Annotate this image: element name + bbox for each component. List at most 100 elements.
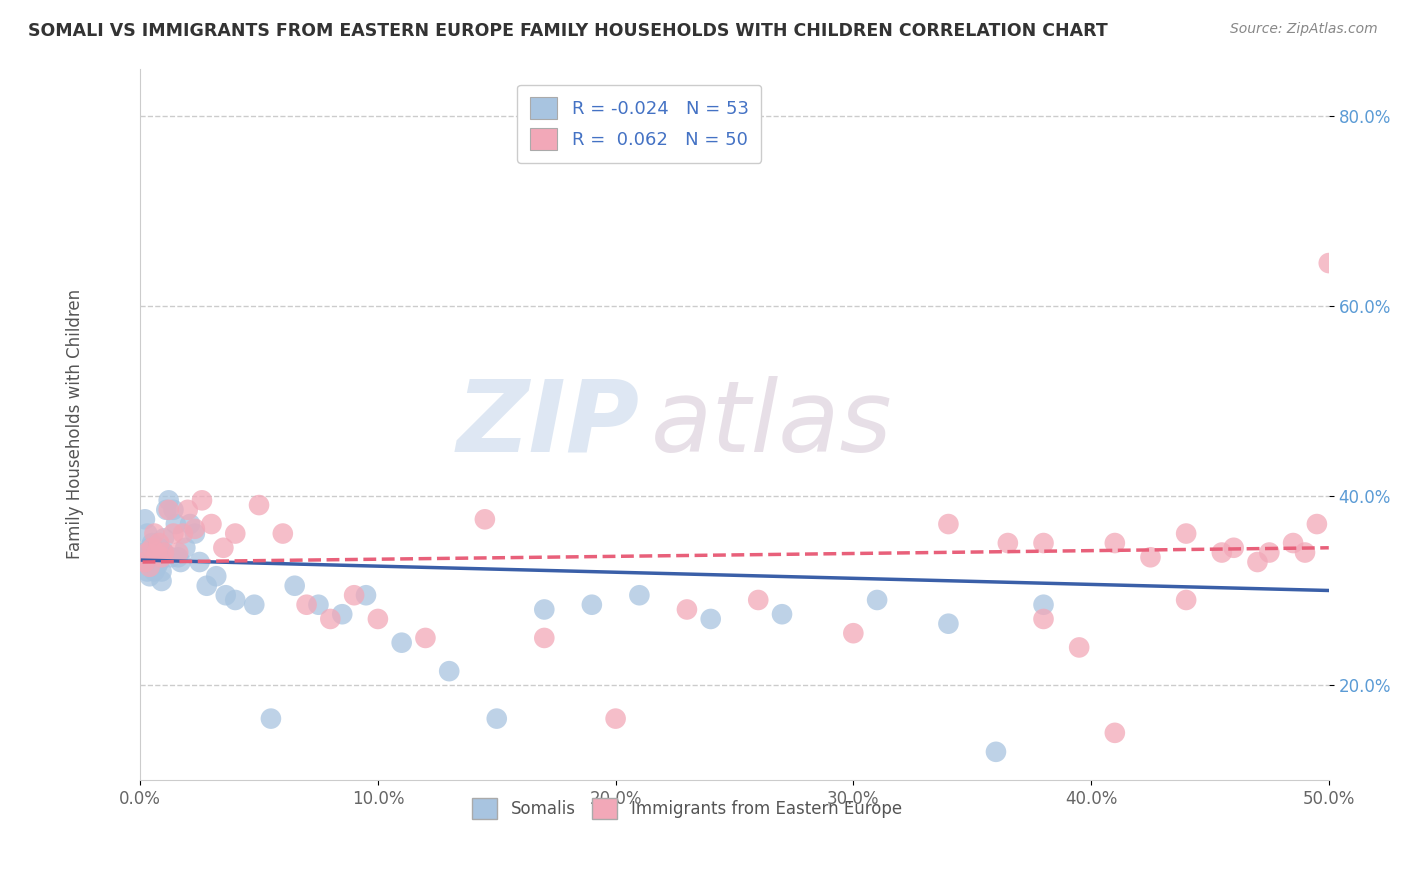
Point bbox=[747, 593, 769, 607]
Point bbox=[343, 588, 366, 602]
Point bbox=[172, 526, 194, 541]
Point bbox=[146, 545, 169, 559]
Point bbox=[1175, 526, 1198, 541]
Point bbox=[136, 545, 159, 559]
Point bbox=[148, 541, 170, 555]
Point bbox=[155, 503, 177, 517]
Point bbox=[1032, 598, 1054, 612]
Point bbox=[150, 574, 173, 588]
Point bbox=[271, 526, 294, 541]
Point bbox=[319, 612, 342, 626]
Point bbox=[533, 602, 555, 616]
Legend: Somalis, Immigrants from Eastern Europe: Somalis, Immigrants from Eastern Europe bbox=[465, 792, 908, 825]
Point bbox=[676, 602, 699, 616]
Point bbox=[157, 493, 180, 508]
Point bbox=[533, 631, 555, 645]
Point bbox=[354, 588, 377, 602]
Point bbox=[141, 536, 163, 550]
Point bbox=[169, 555, 191, 569]
Point bbox=[205, 569, 228, 583]
Point bbox=[1306, 517, 1329, 532]
Point bbox=[200, 517, 222, 532]
Text: atlas: atlas bbox=[651, 376, 893, 473]
Point bbox=[415, 631, 437, 645]
Point bbox=[136, 565, 159, 579]
Point bbox=[148, 536, 170, 550]
Point bbox=[153, 545, 176, 559]
Point bbox=[167, 545, 190, 559]
Point bbox=[842, 626, 865, 640]
Point bbox=[157, 503, 180, 517]
Point bbox=[1294, 545, 1316, 559]
Point bbox=[162, 526, 184, 541]
Text: SOMALI VS IMMIGRANTS FROM EASTERN EUROPE FAMILY HOUSEHOLDS WITH CHILDREN CORRELA: SOMALI VS IMMIGRANTS FROM EASTERN EUROPE… bbox=[28, 22, 1108, 40]
Point bbox=[150, 565, 173, 579]
Point bbox=[188, 555, 211, 569]
Point bbox=[184, 526, 207, 541]
Point bbox=[134, 545, 156, 559]
Point bbox=[605, 712, 627, 726]
Point bbox=[485, 712, 508, 726]
Point bbox=[160, 550, 183, 565]
Point bbox=[146, 550, 169, 565]
Point bbox=[179, 517, 201, 532]
Point bbox=[215, 588, 238, 602]
Point bbox=[177, 503, 200, 517]
Text: Source: ZipAtlas.com: Source: ZipAtlas.com bbox=[1230, 22, 1378, 37]
Text: Family Households with Children: Family Households with Children bbox=[66, 289, 84, 559]
Point bbox=[212, 541, 235, 555]
Point bbox=[1258, 545, 1281, 559]
Point bbox=[984, 745, 1007, 759]
Point bbox=[1032, 536, 1054, 550]
Point bbox=[997, 536, 1019, 550]
Point bbox=[131, 555, 153, 569]
Point bbox=[243, 598, 266, 612]
Point bbox=[134, 555, 156, 569]
Point bbox=[1104, 536, 1126, 550]
Point bbox=[474, 512, 496, 526]
Point bbox=[141, 555, 163, 569]
Point bbox=[866, 593, 889, 607]
Point bbox=[195, 579, 218, 593]
Point bbox=[391, 636, 413, 650]
Point bbox=[138, 541, 160, 555]
Point bbox=[1104, 726, 1126, 740]
Point bbox=[1069, 640, 1091, 655]
Point bbox=[1211, 545, 1233, 559]
Point bbox=[143, 526, 166, 541]
Point bbox=[628, 588, 651, 602]
Point bbox=[770, 607, 793, 622]
Point bbox=[191, 493, 214, 508]
Point bbox=[136, 526, 159, 541]
Point bbox=[295, 598, 318, 612]
Point bbox=[938, 517, 960, 532]
Point bbox=[141, 559, 163, 574]
Point bbox=[150, 550, 173, 565]
Point bbox=[174, 541, 197, 555]
Point bbox=[308, 598, 330, 612]
Point bbox=[1032, 612, 1054, 626]
Text: ZIP: ZIP bbox=[457, 376, 640, 473]
Point bbox=[437, 664, 460, 678]
Point bbox=[224, 526, 246, 541]
Point bbox=[153, 545, 176, 559]
Point bbox=[581, 598, 603, 612]
Point bbox=[367, 612, 389, 626]
Point bbox=[938, 616, 960, 631]
Point bbox=[224, 593, 246, 607]
Point bbox=[260, 712, 283, 726]
Point bbox=[146, 559, 169, 574]
Point bbox=[153, 531, 176, 545]
Point bbox=[184, 522, 207, 536]
Point bbox=[1317, 256, 1340, 270]
Point bbox=[134, 512, 156, 526]
Point bbox=[141, 541, 163, 555]
Point bbox=[167, 550, 190, 565]
Point bbox=[148, 555, 170, 569]
Point bbox=[1139, 550, 1161, 565]
Point bbox=[330, 607, 353, 622]
Point bbox=[1222, 541, 1244, 555]
Point bbox=[1246, 555, 1268, 569]
Point bbox=[699, 612, 721, 626]
Point bbox=[162, 503, 184, 517]
